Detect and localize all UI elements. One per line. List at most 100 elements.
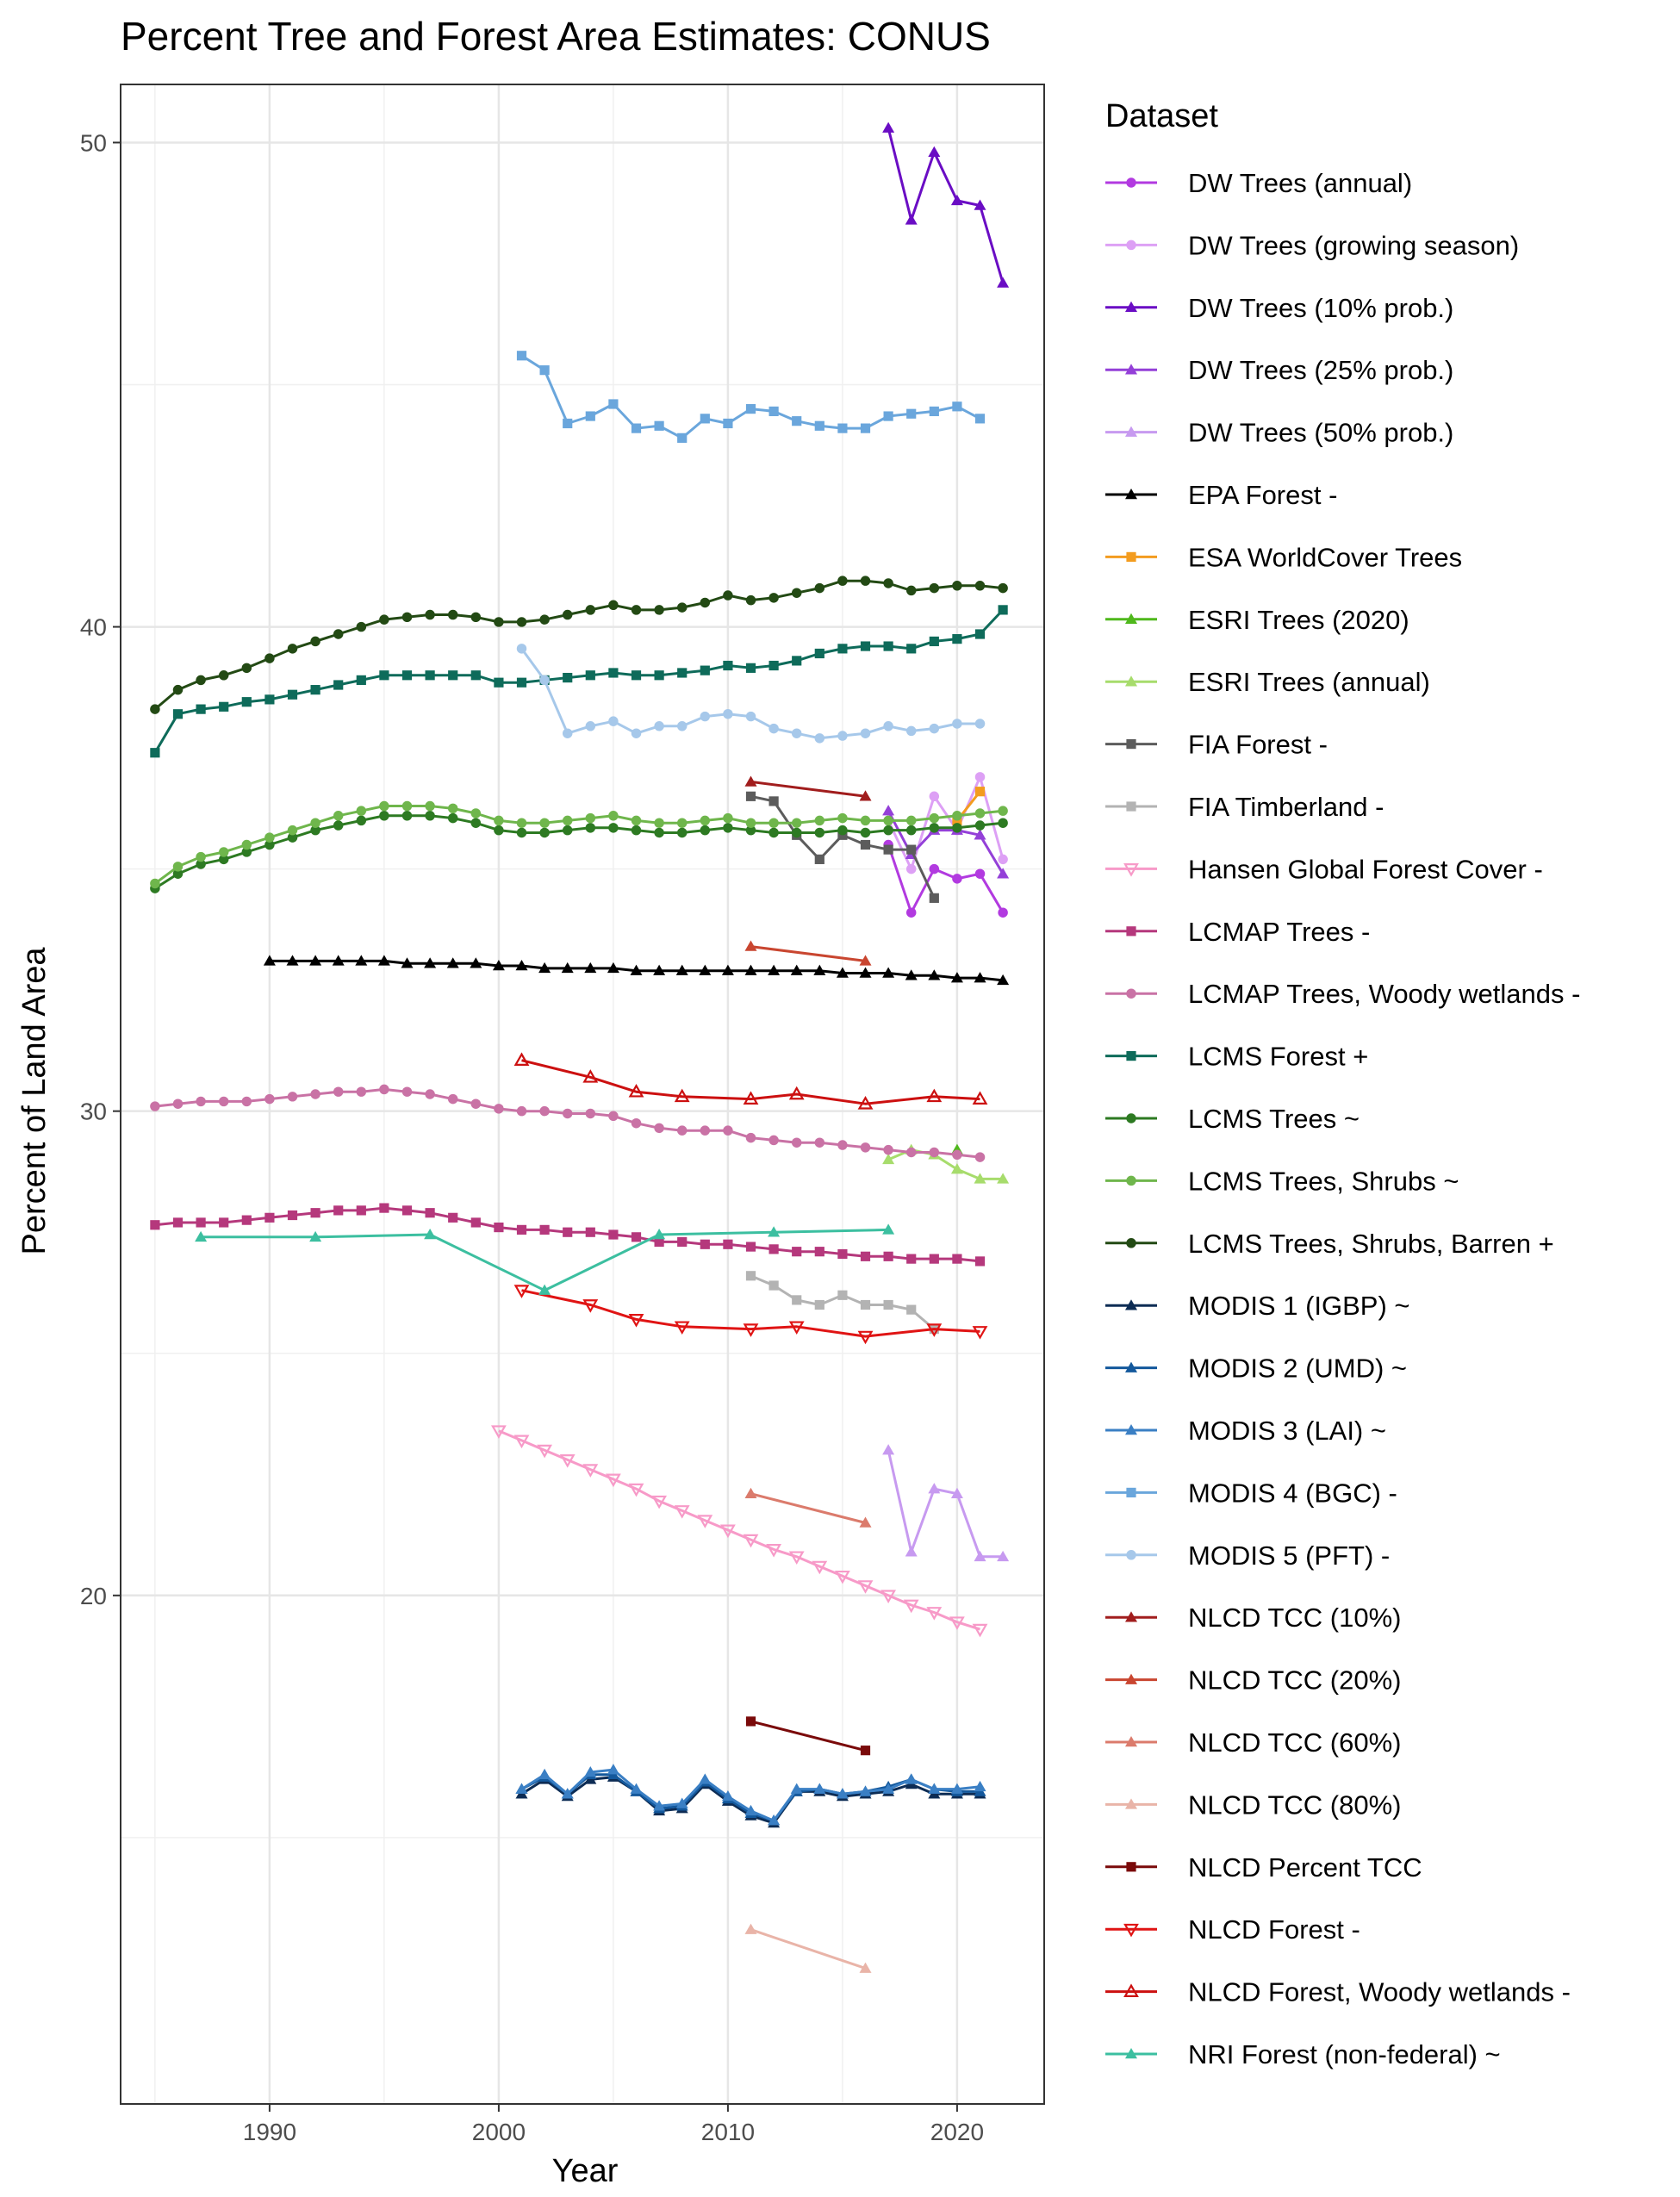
data-point xyxy=(356,675,366,685)
legend-key-marker xyxy=(1125,426,1137,437)
data-point xyxy=(310,1208,320,1218)
data-point xyxy=(814,648,824,659)
legend-label: LCMS Trees, Shrubs ~ xyxy=(1188,1166,1459,1196)
data-point xyxy=(697,1515,713,1528)
data-point xyxy=(630,964,643,975)
y-tick-label: 20 xyxy=(80,1583,107,1609)
data-point xyxy=(356,621,367,632)
data-point xyxy=(631,423,642,433)
data-point xyxy=(653,1800,666,1811)
legend-item: MODIS 2 (UMD) ~ xyxy=(1105,1354,1407,1384)
data-point xyxy=(768,593,779,603)
data-point xyxy=(631,670,642,681)
legend-label: LCMS Trees, Shrubs, Barren + xyxy=(1188,1229,1554,1259)
legend-item: NLCD TCC (60%) xyxy=(1105,1727,1401,1758)
data-point xyxy=(195,1230,208,1242)
legend-item: Hansen Global Forest Cover - xyxy=(1105,854,1543,884)
data-point xyxy=(356,1086,367,1097)
legend-item: NLCD TCC (10%) xyxy=(1105,1603,1401,1633)
data-point xyxy=(470,612,482,623)
data-point xyxy=(196,675,206,686)
data-point xyxy=(905,969,918,980)
data-point xyxy=(562,1108,573,1119)
series-group xyxy=(513,1285,988,1345)
data-point xyxy=(859,790,872,801)
data-point xyxy=(952,634,962,644)
data-point xyxy=(859,967,872,978)
data-point xyxy=(333,820,344,831)
legend-item: ESA WorldCover Trees xyxy=(1105,542,1462,572)
data-point xyxy=(447,1093,458,1105)
series-line xyxy=(750,1928,866,1970)
data-point xyxy=(654,1236,664,1248)
data-point xyxy=(585,1227,595,1237)
legend-label: DW Trees (50% prob.) xyxy=(1188,418,1453,448)
data-point xyxy=(768,1244,779,1254)
data-point xyxy=(539,365,550,376)
x-tick-label: 2020 xyxy=(930,2119,984,2145)
data-point xyxy=(494,825,504,836)
data-point xyxy=(745,404,756,414)
data-point xyxy=(952,401,962,412)
data-point xyxy=(929,823,940,833)
data-point xyxy=(837,825,848,836)
data-point xyxy=(218,854,229,865)
legend-label: LCMAP Trees - xyxy=(1188,917,1370,947)
data-point xyxy=(860,1746,871,1756)
series-line xyxy=(498,1429,980,1631)
data-point xyxy=(675,1797,688,1808)
data-point xyxy=(150,1101,160,1111)
data-point xyxy=(606,1473,621,1488)
data-point xyxy=(905,907,917,918)
data-point xyxy=(745,1271,756,1281)
data-point xyxy=(356,1205,366,1216)
data-point xyxy=(792,656,802,666)
data-point xyxy=(513,1435,530,1449)
data-point xyxy=(516,617,527,627)
data-point xyxy=(998,806,1008,816)
data-point xyxy=(356,806,367,816)
data-point xyxy=(539,1105,550,1117)
data-point xyxy=(653,964,666,975)
data-point xyxy=(860,576,871,586)
data-point xyxy=(929,1254,939,1264)
legend-key-marker xyxy=(1125,1736,1137,1747)
series-group xyxy=(150,576,1008,714)
data-point xyxy=(424,957,437,968)
data-point xyxy=(608,600,619,611)
series-group xyxy=(744,775,872,801)
data-point xyxy=(425,609,435,620)
data-point xyxy=(998,818,1008,828)
data-point xyxy=(768,406,779,417)
legend-item: MODIS 1 (IGBP) ~ xyxy=(1105,1291,1410,1321)
data-point xyxy=(997,974,1010,986)
data-point xyxy=(814,420,824,431)
legend-key-marker xyxy=(1125,1361,1137,1372)
data-point xyxy=(952,581,962,591)
data-point xyxy=(628,1483,644,1497)
data-point xyxy=(905,214,918,225)
data-point xyxy=(743,1534,759,1548)
legend-label: NLCD Forest, Woody wetlands - xyxy=(1188,1977,1571,2007)
data-point xyxy=(998,854,1008,865)
data-point xyxy=(952,811,962,821)
legend-label: MODIS 4 (BGC) - xyxy=(1188,1478,1397,1508)
data-point xyxy=(974,1173,986,1184)
data-point xyxy=(882,1783,895,1794)
legend-item: FIA Forest - xyxy=(1105,730,1328,760)
data-point xyxy=(882,967,895,978)
x-tick-label: 2000 xyxy=(472,2119,526,2145)
data-point xyxy=(974,1152,986,1162)
data-point xyxy=(950,1163,963,1174)
data-point xyxy=(882,121,895,133)
data-point xyxy=(860,1142,871,1153)
data-point xyxy=(401,800,413,812)
data-point xyxy=(446,957,459,968)
data-point xyxy=(768,1226,781,1237)
data-point xyxy=(882,1444,895,1455)
legend-label: DW Trees (25% prob.) xyxy=(1188,355,1453,385)
data-point xyxy=(516,818,527,828)
data-point xyxy=(950,1783,963,1794)
legend-item: DW Trees (annual) xyxy=(1105,168,1412,198)
data-point xyxy=(241,697,252,707)
